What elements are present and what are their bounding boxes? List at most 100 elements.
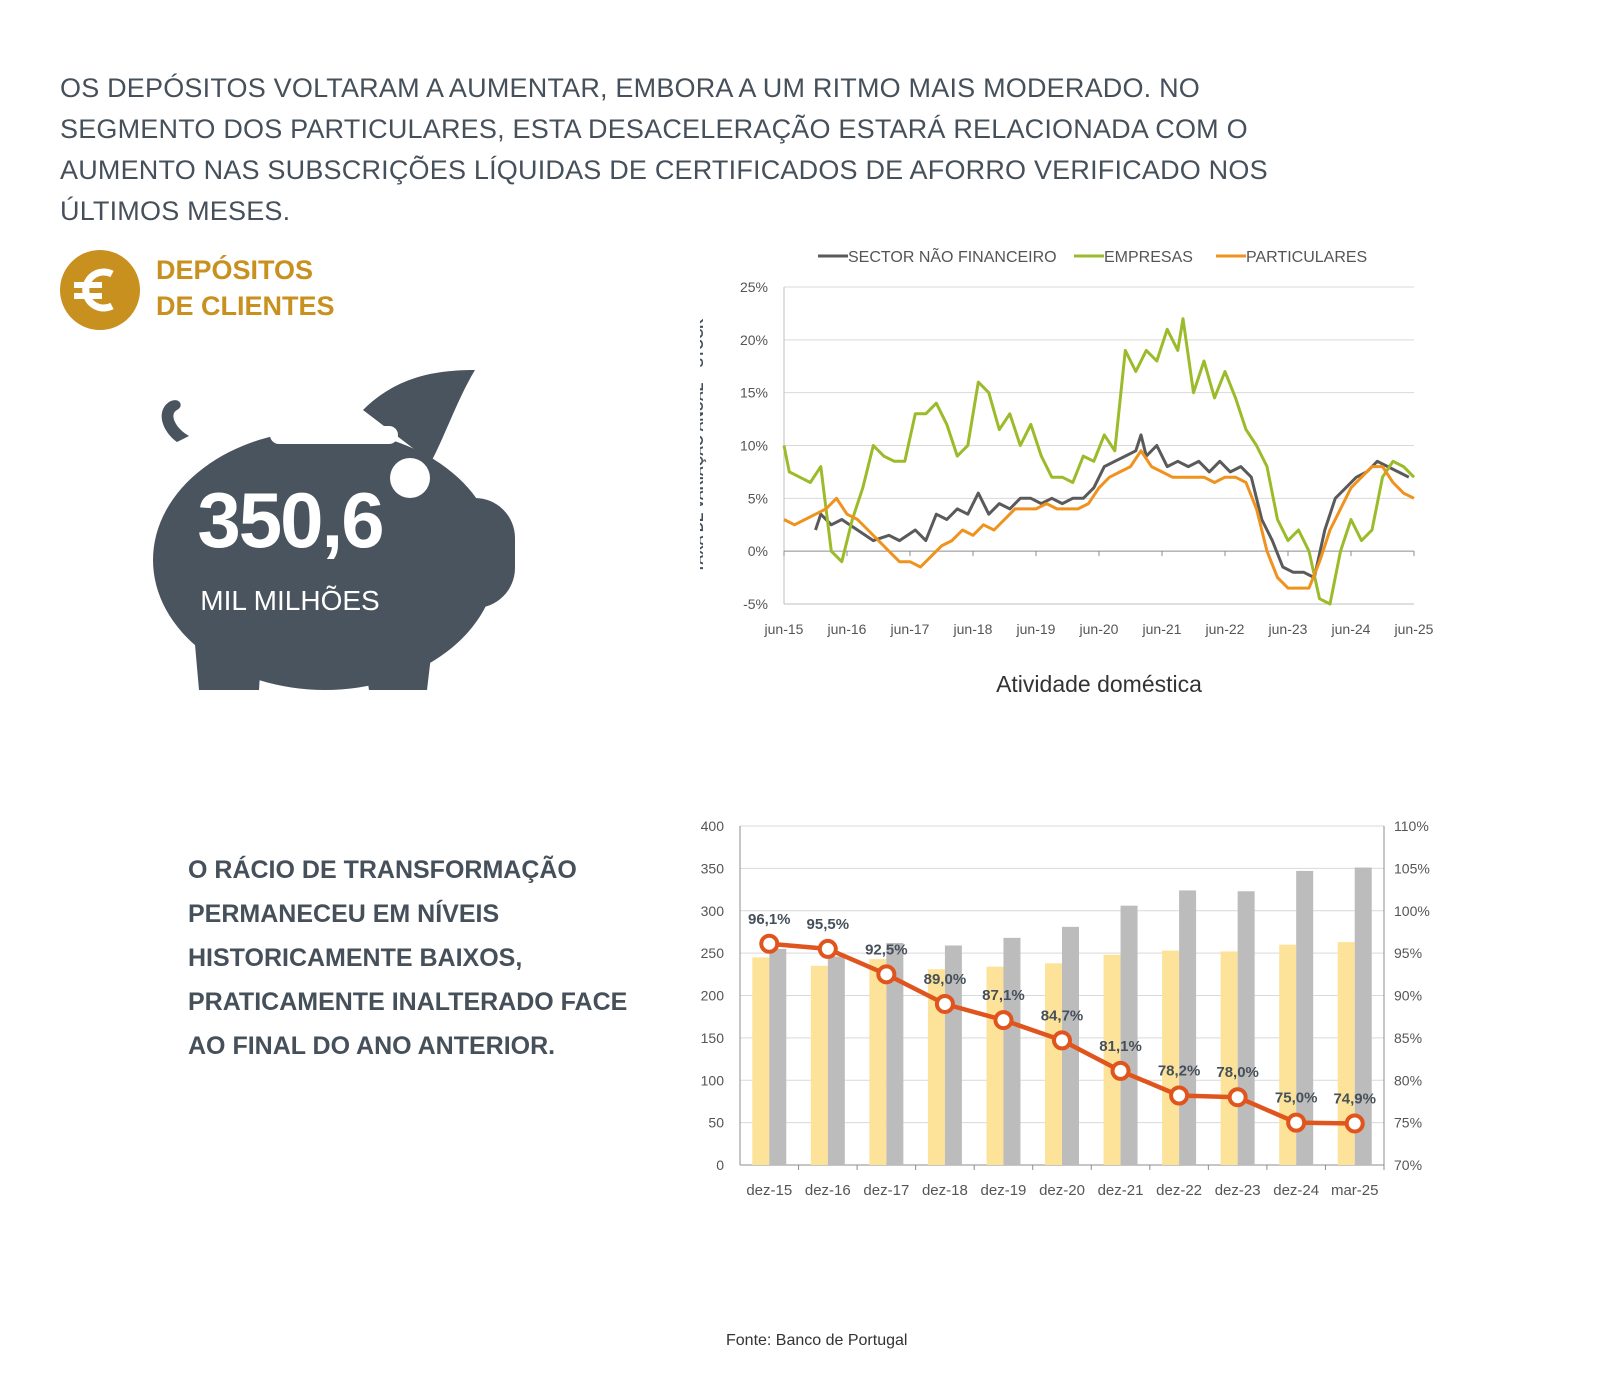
y-tick-label: 150 (701, 1030, 725, 1046)
y-tick-label: -5% (743, 596, 768, 612)
bar-loans-dez-23 (1220, 951, 1238, 1165)
y-tick-label: 5% (748, 490, 768, 506)
legend-label-0: SECTOR NÃO FINANCEIRO (848, 246, 1057, 266)
x-tick-label: dez-23 (1215, 1182, 1261, 1199)
deposits-title-line1: DEPÓSITOS (156, 255, 314, 285)
bar-deposits-mar-25 (1354, 867, 1372, 1165)
ratio-data-label: 78,2% (1158, 1063, 1201, 1080)
ratio-marker-dez-24 (1286, 1112, 1307, 1133)
intro-paragraph: OS DEPÓSITOS VOLTARAM A AUMENTAR, EMBORA… (60, 73, 1268, 226)
y-tick-label: 50 (708, 1115, 724, 1131)
y-tick-label: 350 (701, 860, 725, 876)
deposits-title: DEPÓSITOS DE CLIENTES (156, 252, 335, 324)
y2-tick-label: 70% (1394, 1157, 1422, 1173)
legend-label-loans: EMPRÉSTIMOS (912, 810, 1030, 811)
y2-tick-label: 80% (1394, 1072, 1422, 1088)
x-tick-label: dez-20 (1039, 1182, 1085, 1199)
y-tick-label: 200 (701, 988, 725, 1004)
bar-deposits-dez-23 (1237, 891, 1255, 1165)
y-tick-label: 20% (740, 332, 768, 348)
x-tick-label: jun-17 (890, 621, 930, 637)
x-axis-title: Atividade doméstica (996, 671, 1202, 697)
ratio-data-label: 81,1% (1099, 1038, 1142, 1055)
deposits-title-line2: DE CLIENTES (156, 291, 335, 321)
ratio-marker-dez-18 (934, 993, 955, 1014)
source-note: Fonte: Banco de Portugal (726, 1332, 908, 1349)
deposits-value: 350,6 (197, 476, 384, 564)
x-tick-label: dez-19 (981, 1182, 1027, 1199)
series-line-particulares (783, 449, 1415, 590)
bar-deposits-dez-22 (1179, 890, 1197, 1165)
x-tick-label: dez-15 (746, 1182, 792, 1199)
bar-deposits-dez-19 (1003, 937, 1021, 1165)
y-tick-label: 0 (716, 1157, 724, 1173)
bar-deposits-dez-17 (886, 942, 904, 1165)
x-tick-label: dez-22 (1156, 1182, 1202, 1199)
y2-tick-label: 100% (1394, 903, 1430, 919)
x-tick-label: jun-25 (1394, 621, 1434, 637)
x-tick-label: jun-22 (1205, 621, 1245, 637)
ratio-paragraph: O RÁCIO DE TRANSFORMAÇÃO PERMANECEU EM N… (188, 856, 628, 1060)
y2-tick-label: 90% (1394, 988, 1422, 1004)
bar-deposits-dez-16 (827, 956, 845, 1165)
y-tick-label: 10% (740, 438, 768, 454)
x-tick-label: jun-20 (1079, 621, 1119, 637)
bar-loans-dez-21 (1103, 954, 1121, 1165)
x-tick-label: dez-16 (805, 1182, 851, 1199)
legend-label-2: PARTICULARES (1246, 249, 1367, 266)
ratio-marker-dez-16 (817, 938, 838, 959)
y2-tick-label: 75% (1394, 1115, 1422, 1131)
y2-tick-label: 95% (1394, 945, 1422, 961)
piggy-bank-icon (153, 370, 515, 690)
ratio-data-label: 95,5% (807, 916, 850, 933)
ratio-data-label: 89,0% (924, 971, 967, 988)
x-tick-label: dez-24 (1273, 1182, 1319, 1199)
bar-loans-dez-16 (810, 965, 828, 1165)
ratio-marker-mar-25 (1344, 1113, 1365, 1134)
bar-loans-dez-20 (1045, 963, 1062, 1165)
bar-loans-dez-17 (869, 959, 887, 1165)
x-tick-label: dez-18 (922, 1182, 968, 1199)
bar-deposits-dez-24 (1296, 870, 1314, 1165)
series-line-sector-não-financeiro (814, 433, 1410, 580)
series-line-empresas (782, 317, 1416, 606)
ratio-marker-dez-15 (759, 933, 780, 954)
y-tick-label: 250 (701, 945, 725, 961)
ratio-data-label: 87,1% (982, 987, 1025, 1004)
x-tick-label: jun-23 (1268, 621, 1308, 637)
y-axis-title: TAXA DE VARIAÇÃO ANUAL – STOCK (700, 319, 706, 573)
y-tick-label: 25% (740, 279, 768, 295)
y-tick-label: 300 (701, 903, 725, 919)
y2-tick-label: 105% (1394, 860, 1430, 876)
x-tick-label: jun-18 (953, 621, 993, 637)
bar-deposits-dez-15 (769, 948, 787, 1165)
x-tick-label: dez-21 (1098, 1182, 1144, 1199)
y-tick-label: 15% (740, 385, 768, 401)
x-tick-label: dez-17 (863, 1182, 909, 1199)
x-tick-label: mar-25 (1331, 1182, 1379, 1199)
ratio-marker-dez-22 (1169, 1085, 1190, 1106)
legend-label-1: EMPRESAS (1104, 249, 1193, 266)
transformation-ratio-chart: EMPRÉSTIMOS DEPÓSITOS RÁCIO 400 350 300 250 200… (701, 810, 1430, 1199)
x-tick-label: jun-15 (764, 621, 804, 637)
x-tick-label: jun-24 (1331, 621, 1371, 637)
bar-loans-mar-25 (1337, 942, 1355, 1165)
bar-loans-dez-22 (1162, 950, 1180, 1165)
bar-loans-dez-24 (1279, 944, 1297, 1165)
y-tick-label: 0% (748, 543, 768, 559)
x-tick-label: jun-21 (1142, 621, 1182, 637)
y-tick-label: 100 (701, 1072, 725, 1088)
ratio-marker-dez-20 (1052, 1030, 1072, 1051)
ratio-data-label: 74,9% (1333, 1090, 1376, 1107)
ratio-marker-dez-21 (1110, 1060, 1131, 1081)
ratio-marker-dez-17 (876, 964, 897, 985)
euro-icon (60, 250, 140, 330)
legend-label-ratio: RÁCIO (1216, 810, 1267, 811)
ratio-data-label: 96,1% (748, 911, 791, 928)
ratio-data-label: 92,5% (865, 941, 908, 958)
bar-loans-dez-15 (752, 957, 770, 1165)
deposits-unit: MIL MILHÕES (200, 585, 380, 616)
ratio-marker-dez-23 (1227, 1087, 1248, 1108)
y2-tick-label: 85% (1394, 1030, 1422, 1046)
bar-loans-dez-18 (927, 969, 945, 1165)
